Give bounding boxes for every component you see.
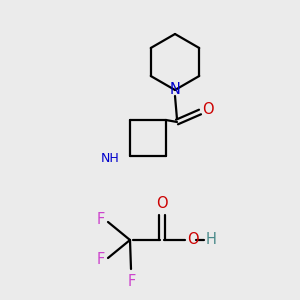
Text: F: F	[97, 212, 105, 227]
Text: NH: NH	[101, 152, 120, 164]
Text: O: O	[202, 101, 214, 116]
Text: N: N	[169, 82, 180, 98]
Text: O: O	[187, 232, 199, 247]
Text: O: O	[156, 196, 168, 211]
Text: F: F	[97, 253, 105, 268]
Text: H: H	[206, 232, 216, 247]
Text: F: F	[128, 274, 136, 289]
